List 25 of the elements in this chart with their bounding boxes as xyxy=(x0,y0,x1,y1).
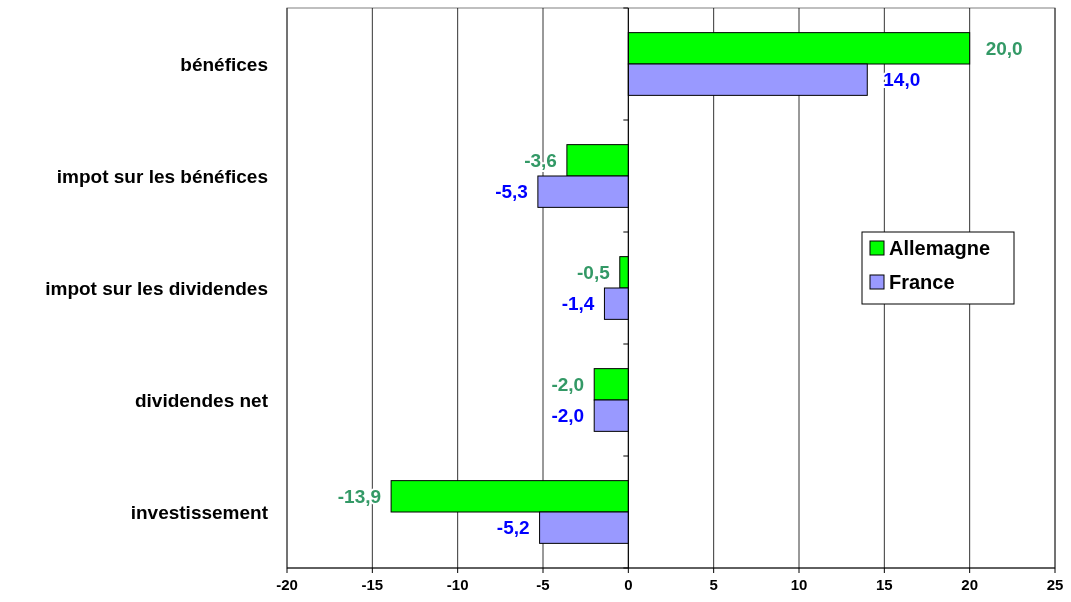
data-label: -2,0 xyxy=(551,373,585,395)
x-tick-label: 5 xyxy=(709,576,718,593)
x-tick-label: 25 xyxy=(1046,576,1064,593)
y-tick-label: dividendes net xyxy=(134,389,269,411)
x-tick-label: -5 xyxy=(536,576,550,593)
y-tick-label: impot sur les bénéfices xyxy=(56,165,268,187)
data-label: 20,0 xyxy=(985,37,1023,59)
y-tick-label: bénéfices xyxy=(180,53,268,75)
y-tick-label: investissement xyxy=(130,501,269,523)
x-tick-label: -20 xyxy=(276,576,298,593)
data-label: -1,4 xyxy=(561,293,595,315)
data-label: -5,3 xyxy=(495,181,528,203)
x-tick-label: -10 xyxy=(446,576,469,593)
data-label: -3,6 xyxy=(524,149,557,171)
legend-label: Allemagne xyxy=(889,237,991,259)
data-label: -5,2 xyxy=(496,517,530,539)
y-tick-label: impot sur les dividendes xyxy=(45,277,268,299)
data-label: -0,5 xyxy=(577,261,611,283)
x-tick-label: 10 xyxy=(790,576,808,593)
x-tick-label: 0 xyxy=(624,576,633,593)
x-tick-label: 15 xyxy=(875,576,893,593)
x-tick-label: 20 xyxy=(961,576,979,593)
data-label: -2,0 xyxy=(551,405,585,427)
legend-label: France xyxy=(889,271,955,293)
x-tick-label: -15 xyxy=(361,576,384,593)
